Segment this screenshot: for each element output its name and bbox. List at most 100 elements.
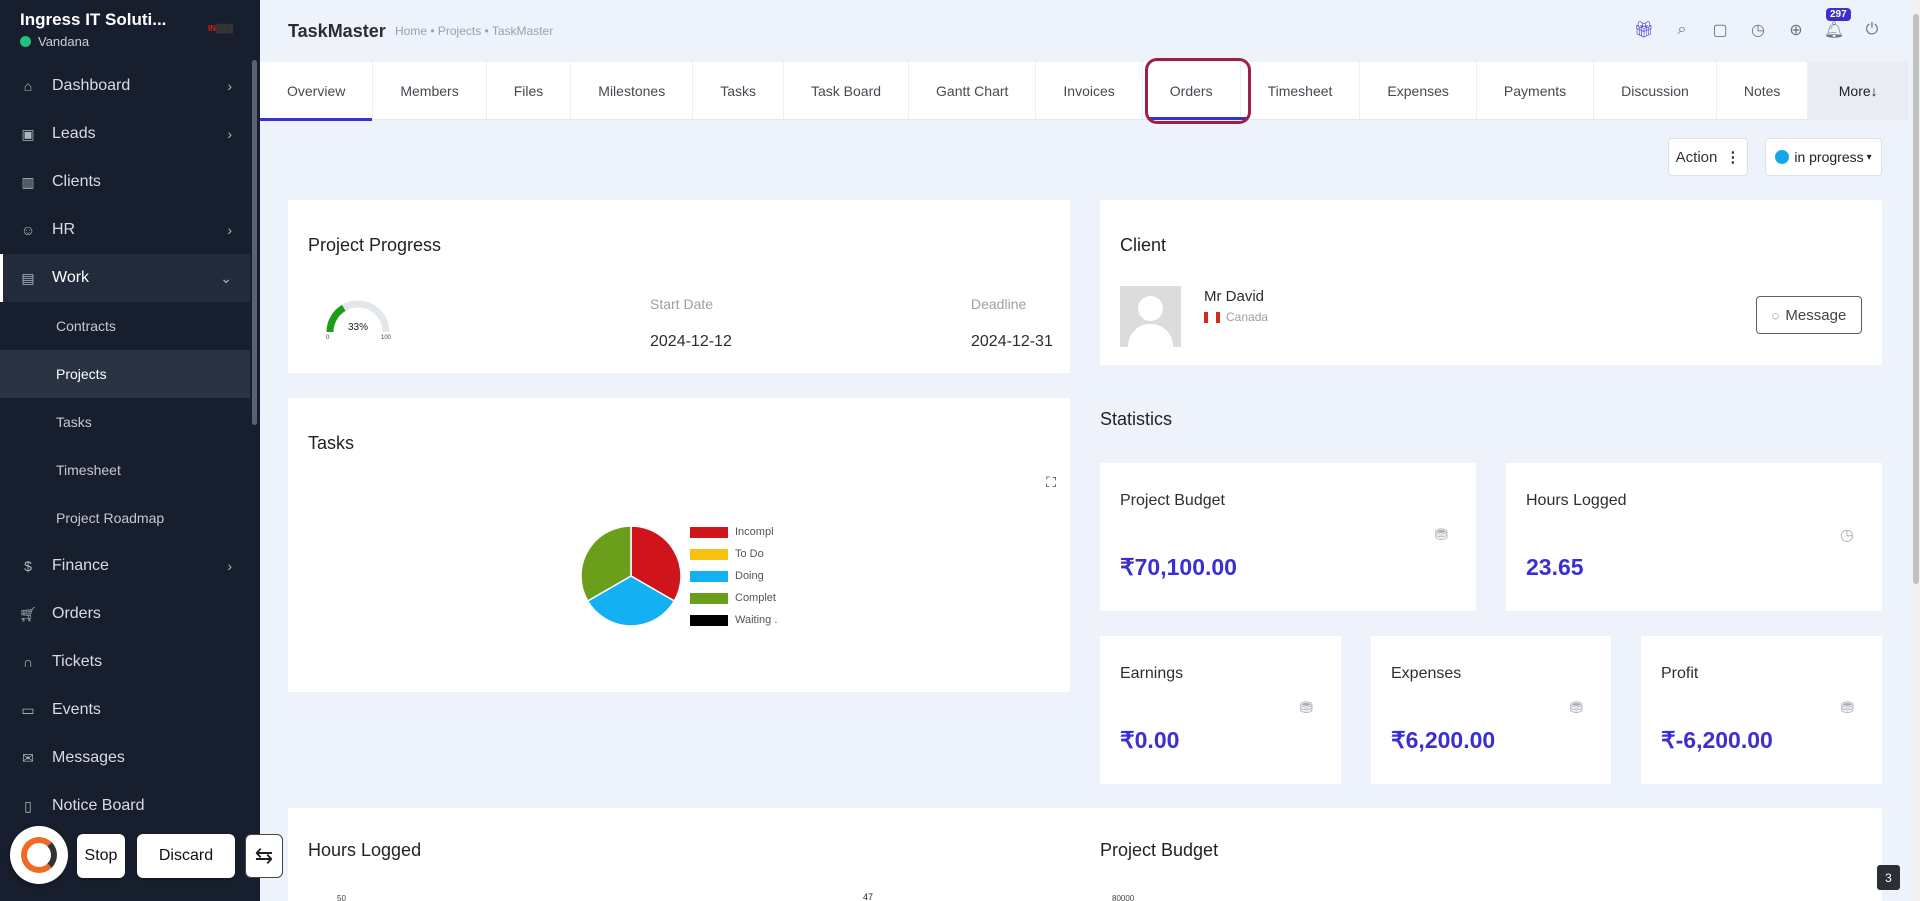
company-name[interactable]: Ingress IT Soluti... (20, 10, 167, 29)
sidebar-subitem-project-roadmap[interactable]: Project Roadmap (56, 510, 165, 526)
gauge-percent: 33% (348, 322, 368, 333)
budget-axis-label: 80000 (1112, 894, 1135, 901)
tab-task-board[interactable]: Task Board (784, 62, 910, 120)
add-circle-icon[interactable]: ⊕ (1789, 22, 1803, 39)
tab-invoices[interactable]: Invoices (1036, 62, 1143, 120)
sticky-note-icon[interactable]: ▢ (1712, 22, 1728, 39)
tab-expenses[interactable]: Expenses (1360, 62, 1477, 120)
clock-icon[interactable]: ◷ (1751, 22, 1765, 39)
sidebar-item-dashboard[interactable]: ⌂ Dashboard › (0, 62, 250, 110)
legend-item: Doing (690, 570, 764, 582)
expenses-value: ₹6,200.00 (1391, 727, 1496, 753)
project-progress-card: Project Progress 33% 0 100 Start Date 20… (288, 200, 1070, 373)
tab-notes[interactable]: Notes (1717, 62, 1809, 120)
power-icon[interactable]: ⏻ (1865, 21, 1879, 38)
message-label: Message (1785, 306, 1847, 324)
page-title: TaskMaster (288, 21, 386, 41)
user-status[interactable]: Vandana (20, 34, 240, 49)
coins-icon: ⛃ (1569, 700, 1583, 717)
people-icon: ☺ (20, 222, 36, 238)
start-date-label: Start Date (650, 296, 714, 312)
search-icon[interactable]: ⌕ (1677, 21, 1687, 38)
earnings-card: Earnings ⛃ ₹0.00 (1100, 636, 1341, 784)
action-button[interactable]: Action ⋮ (1668, 138, 1748, 176)
sidebar-item-label: Events (52, 701, 101, 718)
client-country-name: Canada (1226, 310, 1269, 324)
page-counter-badge: 3 (1877, 865, 1900, 890)
sidebar-item-leads[interactable]: ▣ Leads › (0, 110, 250, 158)
sidebar-subitem-timesheet[interactable]: Timesheet (56, 462, 121, 478)
tab-payments[interactable]: Payments (1477, 62, 1595, 120)
sidebar-item-label: Messages (52, 749, 125, 766)
sidebar-item-finance[interactable]: $ Finance › (0, 542, 250, 590)
status-label: in progress (1794, 149, 1864, 165)
sidebar-item-clients[interactable]: ▥ Clients (0, 158, 250, 206)
profit-label: Profit (1661, 665, 1699, 682)
project-budget-label: Project Budget (1120, 492, 1225, 509)
status-dropdown[interactable]: in progress ▾ (1765, 138, 1882, 176)
chevron-right-icon: › (227, 558, 232, 574)
tasks-title: Tasks (308, 433, 355, 453)
gauge-min: 0 (326, 335, 330, 340)
tab-discussion[interactable]: Discussion (1594, 62, 1717, 120)
hours-peak-label: 47 (863, 892, 874, 901)
sidebar-item-messages[interactable]: ✉ Messages (0, 734, 250, 782)
gift-icon[interactable]: 🎁︎ (1633, 22, 1655, 39)
sidebar-subitem-projects[interactable]: Projects (0, 350, 250, 398)
chevron-down-icon: ⌄ (220, 270, 232, 286)
sidebar-item-orders[interactable]: 🛒︎ Orders (0, 590, 250, 638)
tab-milestones[interactable]: Milestones (571, 62, 694, 120)
tab-orders[interactable]: Orders (1143, 62, 1241, 120)
legend-label: Waiting . (735, 614, 778, 626)
sidebar-item-work[interactable]: ▤ Work ⌄ (0, 254, 250, 302)
hours-logged-card: Hours Logged ◷ 23.65 (1506, 463, 1882, 611)
sidebar-item-tickets[interactable]: ∩ Tickets (0, 638, 250, 686)
sidebar-scrollbar[interactable] (252, 60, 257, 425)
message-button[interactable]: ◌ Message (1756, 296, 1862, 334)
client-title: Client (1120, 235, 1167, 255)
client-country: Canada (1204, 310, 1268, 324)
sidebar-item-label: Dashboard (52, 77, 131, 94)
swap-arrows-icon[interactable]: ⇆ (245, 834, 283, 878)
clipboard-icon: ▯ (24, 797, 32, 814)
bell-icon[interactable]: 🔔︎ 297 (1824, 8, 1851, 40)
hours-logged-label: Hours Logged (1526, 492, 1627, 509)
sidebar-item-label: Finance (52, 557, 109, 574)
tab-overview[interactable]: Overview (260, 62, 374, 121)
tab-tasks[interactable]: Tasks (693, 62, 784, 120)
tab-members[interactable]: Members (373, 62, 487, 120)
sidebar-item-events[interactable]: ▭ Events (0, 686, 250, 734)
header-icons: 🎁︎ ⌕ ▢ ◷ ⊕ 🔔︎ 297 ⏻ (1633, 8, 1882, 40)
stop-button[interactable]: Stop (77, 834, 125, 878)
avatar (1120, 286, 1181, 347)
discard-button[interactable]: Discard (137, 834, 235, 878)
sidebar-item-hr[interactable]: ☺ HR › (0, 206, 250, 254)
legend-label: Doing (735, 570, 764, 582)
hours-logged-value: 23.65 (1526, 554, 1584, 580)
legend-swatch (690, 548, 728, 560)
tab-orders-underline (1148, 117, 1248, 120)
project-budget-card: Project Budget ⛃ ₹70,100.00 (1100, 463, 1476, 611)
fullscreen-icon[interactable]: ⛶ (1046, 474, 1056, 490)
legend-swatch (690, 526, 728, 538)
tab-more[interactable]: More↓ (1808, 62, 1908, 120)
recorder-logo-icon[interactable] (10, 826, 68, 884)
cart-icon: 🛒︎ (19, 605, 37, 622)
sidebar-subitem-contracts[interactable]: Contracts (56, 318, 116, 334)
legend-item: Waiting . (690, 614, 777, 626)
sidebar-item-label: Tickets (52, 653, 103, 670)
calendar-icon: ▭ (21, 701, 35, 718)
legend-label: Complet (735, 592, 776, 604)
sidebar: Ingress IT Soluti... Vandana IN███ ⌂ Das… (0, 0, 260, 901)
sidebar-subitem-tasks[interactable]: Tasks (56, 414, 92, 430)
gauge-max: 100 (381, 335, 392, 340)
sidebar-item-notice-board[interactable]: ▯ Notice Board (0, 782, 250, 830)
chevron-right-icon: › (227, 78, 232, 94)
page-header: TaskMaster Home • Projects • TaskMaster … (260, 0, 1920, 62)
main-scrollbar[interactable] (1912, 0, 1920, 901)
tab-files[interactable]: Files (487, 62, 572, 120)
canada-flag-icon (1204, 311, 1220, 323)
tab-gantt-chart[interactable]: Gantt Chart (909, 62, 1037, 120)
chevron-right-icon: › (227, 126, 232, 142)
tab-timesheet[interactable]: Timesheet (1241, 62, 1361, 120)
